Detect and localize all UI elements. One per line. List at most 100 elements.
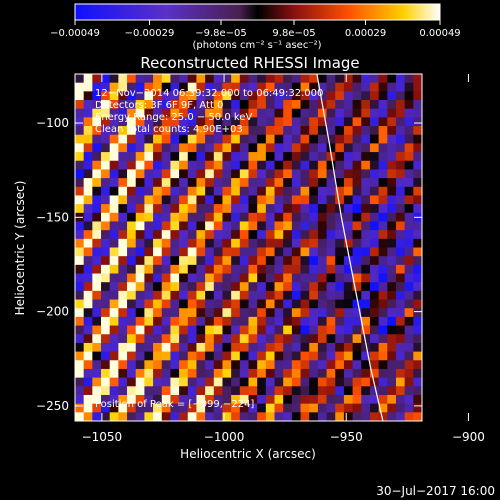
- heatmap-cell: [248, 74, 258, 84]
- heatmap-cell: [231, 342, 241, 353]
- heatmap-cell: [196, 377, 206, 387]
- heatmap-cell: [231, 325, 241, 335]
- heatmap-cell: [300, 169, 310, 179]
- heatmap-cell: [101, 126, 111, 136]
- heatmap-cell: [153, 256, 163, 266]
- heatmap-cell: [265, 273, 276, 283]
- heatmap-cell: [309, 195, 319, 205]
- heatmap-cell: [153, 82, 163, 92]
- heatmap-cell: [135, 178, 145, 188]
- heatmap-cell: [83, 273, 93, 283]
- heatmap-cell: [135, 152, 145, 162]
- heatmap-cell: [239, 134, 250, 144]
- heatmap-cell: [205, 204, 215, 214]
- heatmap-cell: [291, 299, 302, 309]
- heatmap-cell: [101, 342, 111, 353]
- heatmap-cell: [395, 342, 406, 353]
- heatmap-cell: [170, 308, 180, 318]
- heatmap-cell: [153, 152, 163, 162]
- heatmap-cell: [75, 186, 85, 197]
- heatmap-cell: [231, 143, 241, 153]
- heatmap-cell: [248, 212, 258, 223]
- heatmap-cell: [144, 212, 154, 223]
- heatmap-cell: [222, 82, 232, 92]
- heatmap-cell: [187, 160, 198, 171]
- heatmap-cell: [239, 308, 250, 318]
- heatmap-cell: [361, 117, 371, 127]
- heatmap-cell: [127, 195, 137, 205]
- heatmap-cell: [144, 91, 154, 101]
- heatmap-cell: [92, 360, 102, 370]
- annotation-time-range: 12−Nov−2014 06:39:32.000 to 06:49:32.000: [95, 88, 323, 99]
- heatmap-cell: [387, 204, 397, 214]
- heatmap-cell: [75, 74, 85, 84]
- heatmap-cell: [404, 299, 414, 309]
- heatmap-cell: [361, 160, 371, 171]
- heatmap-cell: [118, 394, 128, 405]
- heatmap-cell: [335, 299, 345, 309]
- heatmap-cell: [75, 386, 85, 396]
- heatmap-cell: [179, 412, 189, 421]
- heatmap-cell: [378, 308, 388, 318]
- heatmap-cell: [404, 247, 414, 257]
- heatmap-cell: [205, 299, 215, 309]
- heatmap-cell: [248, 282, 258, 292]
- heatmap-cell: [283, 264, 293, 275]
- heatmap-cell: [144, 230, 154, 240]
- heatmap-cell: [352, 256, 362, 266]
- heatmap-cell: [153, 230, 163, 240]
- heatmap-cell: [404, 212, 414, 223]
- heatmap-cell: [92, 256, 102, 266]
- heatmap-cell: [92, 195, 102, 205]
- heatmap-cell: [378, 368, 388, 379]
- heatmap-cell: [83, 152, 93, 162]
- heatmap-cell: [75, 351, 85, 361]
- heatmap-cell: [239, 108, 250, 118]
- x-tick-label: −1050: [82, 430, 123, 444]
- heatmap-cell: [326, 273, 336, 283]
- heatmap-cell: [404, 334, 414, 344]
- heatmap-cell: [361, 247, 371, 257]
- heatmap-cell: [213, 195, 224, 205]
- heatmap-cell: [222, 412, 232, 421]
- heatmap-cell: [300, 351, 310, 361]
- heatmap-cell: [144, 342, 154, 353]
- heatmap-cell: [101, 412, 111, 421]
- heatmap-cell: [83, 221, 93, 231]
- heatmap-cell: [83, 342, 93, 353]
- heatmap-cell: [274, 334, 284, 344]
- heatmap-cell: [274, 308, 284, 318]
- heatmap-cell: [317, 221, 328, 231]
- heatmap-cell: [248, 403, 258, 413]
- heatmap-cell: [335, 108, 345, 118]
- heatmap-cell: [369, 143, 380, 153]
- heatmap-cell: [309, 100, 319, 110]
- heatmap-cell: [109, 108, 119, 118]
- heatmap-cell: [326, 334, 336, 344]
- heatmap-cell: [257, 108, 267, 118]
- heatmap-cell: [170, 152, 180, 162]
- heatmap-cell: [239, 394, 250, 405]
- heatmap-cell: [196, 290, 206, 301]
- heatmap-cell: [179, 221, 189, 231]
- heatmap-cell: [75, 169, 85, 179]
- heatmap-cell: [222, 74, 232, 84]
- heatmap-cell: [369, 273, 380, 283]
- heatmap-cell: [361, 334, 371, 344]
- heatmap-cell: [153, 238, 163, 249]
- heatmap-cell: [83, 230, 93, 240]
- heatmap-cell: [92, 308, 102, 318]
- heatmap-cell: [378, 316, 388, 327]
- heatmap-cell: [248, 264, 258, 275]
- heatmap-cell: [170, 403, 180, 413]
- heatmap-cell: [144, 377, 154, 387]
- heatmap-cell: [205, 160, 215, 171]
- heatmap-cell: [248, 308, 258, 318]
- heatmap-cell: [404, 230, 414, 240]
- heatmap-cell: [179, 212, 189, 223]
- heatmap-cell: [75, 238, 85, 249]
- heatmap-cell: [75, 230, 85, 240]
- heatmap-cell: [413, 152, 422, 162]
- heatmap-cell: [378, 351, 388, 361]
- heatmap-cell: [153, 100, 163, 110]
